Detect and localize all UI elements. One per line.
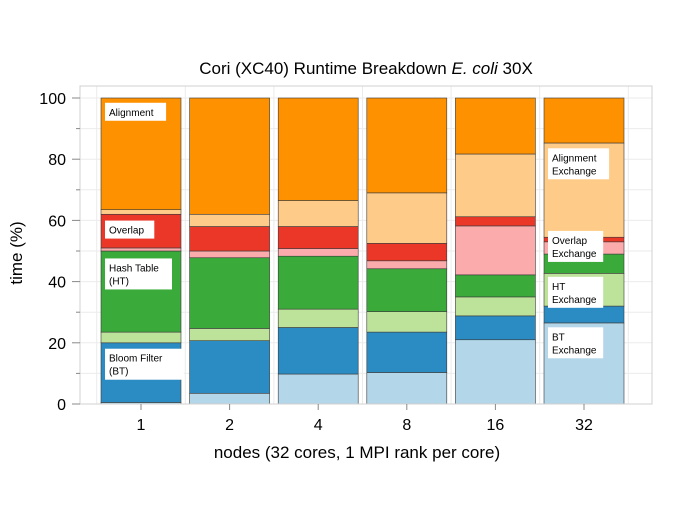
y-axis-label: time (%) xyxy=(7,221,26,284)
annotation-text: HT xyxy=(552,282,565,293)
bar-segment xyxy=(277,248,359,257)
annotation-box xyxy=(105,258,172,290)
annotation-box xyxy=(548,148,610,180)
bar-segment xyxy=(455,339,536,405)
annotation-text: Overlap xyxy=(109,226,144,237)
bar-segment xyxy=(189,340,270,394)
annotation-text: Hash Table xyxy=(109,263,159,274)
annotation-text: (BT) xyxy=(109,367,128,378)
bar-segment xyxy=(100,209,182,215)
plot-border xyxy=(79,85,653,405)
segment-annotations: Alignment Overlap Hash Table (HT) Bloom Filt… xyxy=(105,102,610,380)
axis-ticks: 0 20 40 60 80 100 1 2 4 8 16 32 xyxy=(39,91,593,434)
annotation-text: Alignment xyxy=(552,153,597,164)
bar-segment xyxy=(455,153,536,218)
bar-segment xyxy=(366,372,448,405)
x-tick-label: 4 xyxy=(314,417,323,434)
bar-segment xyxy=(455,274,536,298)
bar-segment xyxy=(277,97,359,201)
x-tick-label: 1 xyxy=(137,417,146,434)
segment-annotation: Bloom Filter (BT) xyxy=(105,348,184,380)
chart-title: Cori (XC40) Runtime Breakdown E. coli 30… xyxy=(199,59,533,78)
x-tick-label: 8 xyxy=(402,417,411,434)
y-tick-label: 100 xyxy=(39,91,66,108)
annotation-box xyxy=(548,276,604,308)
x-tick-label: 2 xyxy=(225,417,234,434)
segment-annotation: Hash Table (HT) xyxy=(105,258,172,290)
bar-segment xyxy=(100,331,182,344)
bar-segment xyxy=(189,97,270,215)
bar-segment xyxy=(366,192,448,244)
bar-segment xyxy=(366,97,448,194)
annotation-box xyxy=(548,327,604,359)
bar-segment xyxy=(277,200,359,227)
annotation-text: Overlap xyxy=(552,236,587,247)
plot-frame xyxy=(79,85,653,405)
bar-segment xyxy=(277,226,359,249)
bar-segment xyxy=(189,250,270,259)
bar-segment xyxy=(366,331,448,373)
bar-segment xyxy=(455,315,536,341)
bar-segment xyxy=(455,216,536,227)
annotation-text: Alignment xyxy=(109,108,154,119)
bar-segment xyxy=(277,308,359,328)
bar-segment xyxy=(543,305,625,324)
annotation-box xyxy=(105,348,184,380)
annotation-box xyxy=(548,230,604,262)
bar-segment xyxy=(100,247,182,252)
x-axis-label: nodes (32 cores, 1 MPI rank per core) xyxy=(214,443,500,462)
bar-segment xyxy=(189,328,270,341)
bar-segment xyxy=(455,97,536,155)
bar-segment xyxy=(277,373,359,405)
y-tick-label: 20 xyxy=(48,336,66,353)
chart-title-italic: E. coli xyxy=(452,59,500,78)
bar-segment xyxy=(455,296,536,317)
chart-title-suffix: 30X xyxy=(503,59,533,78)
bar-segment xyxy=(543,97,625,144)
x-tick-label: 32 xyxy=(575,417,593,434)
bar-segment xyxy=(366,268,448,312)
segment-annotation: Overlap Exchange xyxy=(548,230,604,262)
annotation-text: Bloom Filter xyxy=(109,354,163,365)
annotation-text: (HT) xyxy=(109,276,129,287)
bar-segment xyxy=(366,260,448,270)
y-tick-label: 60 xyxy=(48,213,66,230)
y-tick-label: 0 xyxy=(57,397,66,414)
bar-segment xyxy=(277,327,359,375)
bar-segment xyxy=(366,243,448,262)
annotation-text: Exchange xyxy=(552,166,597,177)
bar-segment xyxy=(189,213,270,227)
chart-title-main: Cori (XC40) Runtime Breakdown xyxy=(199,59,447,78)
y-tick-label: 80 xyxy=(48,152,66,169)
annotation-text: BT xyxy=(552,332,565,343)
y-tick-label: 40 xyxy=(48,275,66,292)
segment-annotation: Alignment xyxy=(105,102,167,121)
bar-segment xyxy=(277,255,359,310)
segment-annotation: Overlap xyxy=(105,220,155,239)
bar-segment xyxy=(366,311,448,333)
bar-segment xyxy=(455,225,536,276)
annotation-text: Exchange xyxy=(552,295,597,306)
annotation-text: Exchange xyxy=(552,345,597,356)
annotation-box xyxy=(105,102,167,121)
bar-segment xyxy=(189,226,270,252)
annotation-text: Exchange xyxy=(552,249,597,260)
segment-annotation: HT Exchange xyxy=(548,276,604,308)
bar-segment xyxy=(189,257,270,329)
x-tick-label: 16 xyxy=(487,417,505,434)
segment-annotation: Alignment Exchange xyxy=(548,148,610,180)
annotation-box xyxy=(105,220,155,239)
bar-segment xyxy=(189,392,270,405)
segment-annotation: BT Exchange xyxy=(548,327,604,359)
